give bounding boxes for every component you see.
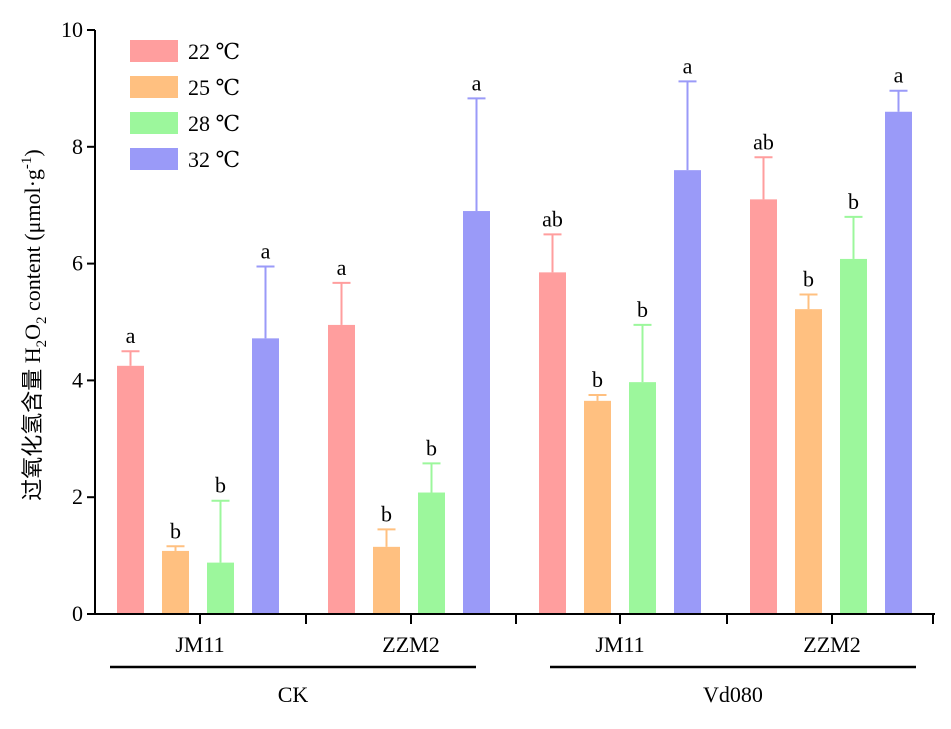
legend-label: 25 ℃ <box>188 75 240 100</box>
y-axis-title-sup: -1 <box>19 157 35 170</box>
y-tick-label: 6 <box>72 251 83 276</box>
bar <box>162 550 189 614</box>
y-axis-title-prefix: 过氧化氢含量 H <box>20 347 45 501</box>
y-axis-title-suffix: content (μmol·g <box>20 169 45 316</box>
significance-label: a <box>683 53 693 78</box>
y-tick-label: 8 <box>72 134 83 159</box>
legend-swatch <box>130 148 178 170</box>
y-axis-title-mid: O <box>20 324 45 340</box>
significance-label: b <box>848 189 859 214</box>
y-axis-title: 过氧化氢含量 H2O2 content (μmol·g-1) <box>19 149 50 501</box>
y-tick-label: 4 <box>72 367 83 392</box>
significance-label: a <box>337 255 347 280</box>
bar <box>373 546 400 614</box>
bar <box>750 199 777 615</box>
y-axis-title-sub2: 2 <box>34 316 50 324</box>
legend-swatch <box>130 40 178 62</box>
significance-label: b <box>803 267 814 292</box>
significance-label: b <box>426 435 437 460</box>
bar <box>252 338 279 614</box>
significance-label: a <box>126 323 136 348</box>
bar <box>463 211 490 615</box>
y-tick-label: 10 <box>61 17 83 42</box>
legend: 22 ℃ 25 ℃ 28 ℃ 32 ℃ <box>130 39 240 172</box>
bar <box>207 562 234 614</box>
significance-label: b <box>637 297 648 322</box>
group-label: Vd080 <box>703 682 763 707</box>
bars-layer: a a ab ab b b b b b b b b a a a a <box>117 53 912 615</box>
bar <box>840 258 867 614</box>
category-label: JM11 <box>595 632 644 657</box>
legend-label: 32 ℃ <box>188 147 240 172</box>
bar <box>418 492 445 614</box>
category-label: ZZM2 <box>382 632 439 657</box>
legend-swatch <box>130 76 178 98</box>
bar <box>584 400 611 614</box>
y-axis-title-end: ) <box>20 149 45 156</box>
significance-label: b <box>170 518 181 543</box>
y-axis-title-sub1: 2 <box>34 340 50 348</box>
y-tick-label: 2 <box>72 484 83 509</box>
bar <box>539 272 566 614</box>
legend-swatch <box>130 112 178 134</box>
bar <box>674 170 701 614</box>
significance-label: b <box>592 367 603 392</box>
significance-label: a <box>894 63 904 88</box>
y-tick-label: 0 <box>72 601 83 626</box>
significance-label: b <box>381 501 392 526</box>
significance-label: ab <box>542 206 563 231</box>
significance-label: b <box>215 473 226 498</box>
category-label: JM11 <box>175 632 224 657</box>
bar <box>885 111 912 614</box>
axes-layer: 0 2 4 6 8 10 JM11 ZZM2 JM11 ZZM2 CK Vd080 <box>61 17 935 707</box>
category-label: ZZM2 <box>803 632 860 657</box>
bar <box>629 382 656 614</box>
legend-label: 28 ℃ <box>188 111 240 136</box>
bar <box>328 324 355 614</box>
significance-label: a <box>472 70 482 95</box>
significance-label: ab <box>753 129 774 154</box>
legend-label: 22 ℃ <box>188 39 240 64</box>
bar <box>117 365 144 614</box>
significance-label: a <box>261 239 271 264</box>
group-label: CK <box>278 682 309 707</box>
bar <box>795 309 822 614</box>
